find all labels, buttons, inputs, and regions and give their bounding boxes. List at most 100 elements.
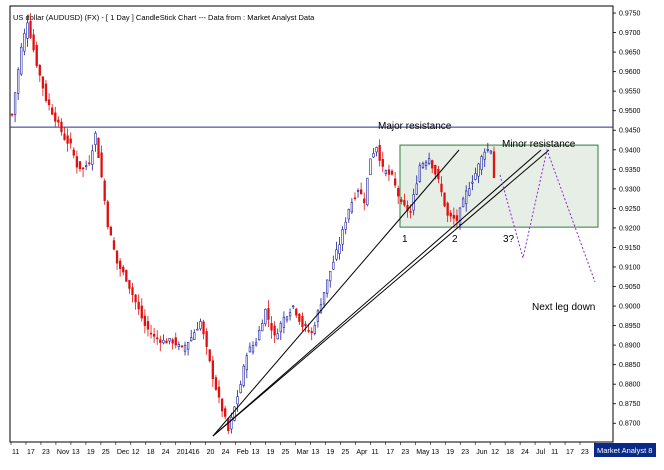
candle-body (353, 197, 357, 200)
candle-body (17, 69, 20, 94)
candle-body (214, 377, 218, 390)
y-tick-label: 0.9200 (619, 225, 641, 232)
candle-body (292, 305, 295, 308)
candle-body (224, 408, 227, 417)
x-tick-label: 18 (506, 449, 514, 456)
candle-body (400, 199, 403, 202)
candle-body (279, 323, 282, 333)
y-tick-label: 0.8950 (619, 323, 641, 330)
candle-body (282, 316, 286, 328)
candle-body (424, 162, 428, 166)
candle-body (180, 345, 184, 348)
candle-body (304, 323, 307, 327)
candle-body (236, 396, 239, 405)
candle-body (242, 365, 245, 386)
candle-body (248, 346, 252, 353)
x-tick-label: 23 (581, 449, 589, 456)
candle-body (468, 188, 471, 196)
candle-body (230, 417, 233, 430)
candle-body (220, 398, 224, 412)
candle-body (202, 321, 205, 335)
candle-body (431, 160, 434, 169)
candle-body (165, 340, 168, 344)
x-tick-label: Jun (476, 449, 487, 456)
candle-body (66, 135, 69, 144)
x-tick-label: 19 (267, 449, 275, 456)
candle-body (363, 198, 366, 204)
candle-body (486, 149, 489, 151)
candle-body (47, 99, 51, 106)
x-tick-label: 20 (207, 449, 215, 456)
candle-body (168, 338, 171, 342)
candle-body (384, 170, 388, 174)
x-tick-label: 16 (192, 449, 200, 456)
y-tick-label: 0.9700 (619, 30, 641, 37)
candle-body (264, 308, 267, 325)
x-tick-label: Feb (237, 449, 249, 456)
candle-body (177, 344, 180, 347)
x-tick-label: 17 (386, 449, 394, 456)
x-tick-label: 11 (371, 449, 378, 456)
candle-body (387, 169, 391, 175)
candle-body (329, 270, 332, 282)
candle-body (372, 153, 375, 158)
y-tick-label: 0.8900 (619, 343, 641, 350)
candle-body (332, 261, 335, 270)
projection-path (499, 148, 596, 283)
candle-body (51, 107, 54, 115)
candle-body (38, 64, 41, 76)
candle-body (69, 138, 72, 144)
candle-body (440, 183, 443, 193)
x-tick-label: 11 (551, 449, 558, 456)
candle-body (344, 221, 347, 230)
candle-body (397, 188, 400, 197)
candle-body (359, 189, 363, 195)
candle-body (211, 360, 214, 379)
x-tick-label: 11 (12, 449, 19, 456)
candle-body (434, 165, 437, 175)
candle-body (122, 266, 125, 273)
candle-body (350, 202, 354, 213)
y-tick-label: 0.9150 (619, 245, 641, 252)
candle-body (267, 308, 270, 320)
candle-body (489, 150, 493, 154)
candle-body (347, 209, 350, 220)
candle-body (152, 334, 156, 337)
candle-body (483, 151, 486, 160)
y-tick-label: 0.9300 (619, 186, 641, 193)
candle-body (356, 190, 360, 192)
plot-frame (9, 5, 614, 443)
candle-body (239, 384, 242, 394)
candle-body (273, 325, 276, 336)
candle-body (60, 121, 63, 133)
y-tick-label: 0.9650 (619, 50, 641, 57)
x-axis: 11 17 23 Nov 13 19 25 Dec 12 18 24 2014 16 20 24 Feb 13 1… (10, 442, 605, 456)
x-tick-label: 19 (326, 449, 334, 456)
candle-body (477, 163, 480, 177)
y-tick-label: 0.8850 (619, 362, 641, 369)
candle-body (29, 21, 32, 38)
candle-body (199, 321, 202, 330)
projection-label: Next leg down (532, 302, 595, 313)
candle-body (375, 147, 378, 153)
candle-body (449, 212, 452, 217)
candle-body (35, 45, 38, 67)
x-tick-label: Jul (536, 449, 545, 456)
trendline-2 (212, 149, 550, 437)
candle-body (258, 329, 261, 341)
candle-body (276, 333, 279, 340)
candle-body (85, 165, 88, 167)
y-tick-label: 0.9400 (619, 147, 641, 154)
x-tick-label: 13 (431, 449, 439, 456)
candle-body (186, 341, 190, 350)
x-tick-label: 19 (446, 449, 454, 456)
candle-body (443, 192, 446, 207)
candle-body (295, 308, 298, 316)
candle-body (393, 178, 397, 186)
candle-body (190, 337, 193, 342)
y-tick-label: 0.9250 (619, 206, 641, 213)
candle-body (54, 112, 57, 122)
chart-title: US dollar (AUDUSD) (FX) - [ 1 Day ] Cand… (13, 13, 315, 22)
x-tick-label: 13 (72, 449, 80, 456)
